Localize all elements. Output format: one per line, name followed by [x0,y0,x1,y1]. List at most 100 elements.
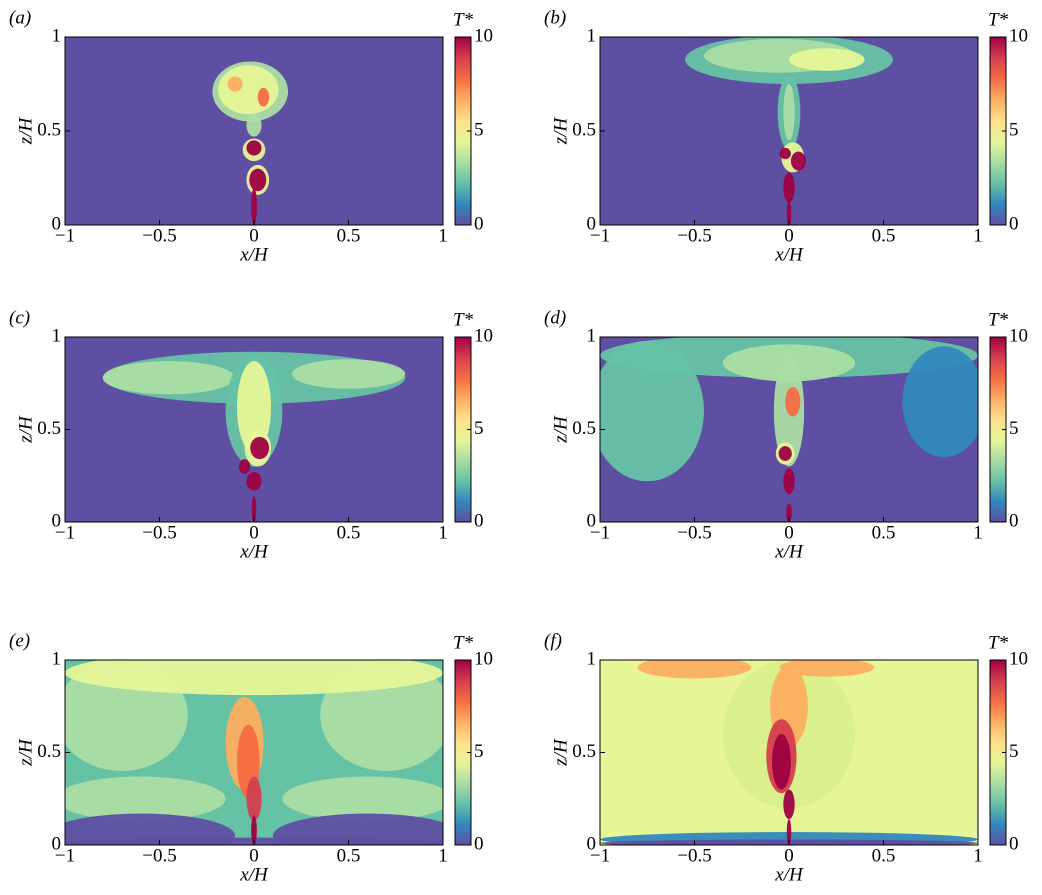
colorbar-tick-label: 5 [1009,418,1019,439]
colorbar-tick-label: 0 [474,213,484,234]
panel-label: (d) [544,307,566,328]
colorbar-label: T* [988,632,1009,653]
field-patch [251,496,257,522]
x-tick-label: 0.5 [872,845,896,866]
x-tick-label: 0.5 [872,522,896,543]
y-tick-label: 0 [52,833,62,854]
x-tick-label: −0.5 [142,225,176,246]
field-patch [65,813,236,845]
x-tick-label: 0.5 [337,522,361,543]
x-tick-label: 0 [249,522,259,543]
field-patch [249,168,267,192]
x-axis-label: x/H [774,541,804,562]
field-patch [218,65,279,115]
y-axis-label: z/H [550,117,571,146]
y-tick-label: 0.5 [37,741,61,762]
colorbar-label: T* [453,9,474,30]
x-tick-label: −1 [55,522,75,543]
y-tick-label: 0 [587,510,597,531]
field-patch [238,459,251,474]
field-patch [785,386,801,417]
x-tick-label: 0.5 [872,225,896,246]
field [600,337,978,522]
y-tick-label: 1 [587,325,597,346]
x-tick-label: −0.5 [677,845,711,866]
y-tick-label: 0 [587,213,597,234]
y-tick-label: 1 [52,325,62,346]
x-tick-label: −0.5 [677,225,711,246]
x-tick-label: 0.5 [337,225,361,246]
colorbar-tick-label: 10 [474,325,493,346]
field-patch [902,346,978,458]
panel-label: (a) [9,7,31,28]
panel-label: (c) [9,307,30,328]
y-axis-label: z/H [15,117,36,146]
y-axis-label: z/H [550,415,571,444]
field-patch [783,172,795,203]
field-patch [783,84,795,141]
y-tick-label: 0.5 [37,119,61,140]
field-patch [257,87,270,107]
x-tick-label: −1 [590,845,610,866]
colorbar-tick-label: 10 [474,648,493,669]
y-tick-label: 1 [52,25,62,46]
x-tick-label: 1 [438,225,448,246]
colorbar-tick-label: 5 [474,119,484,140]
colorbar-tick-label: 10 [1009,648,1028,669]
colorbar-label: T* [988,309,1009,330]
field-patch [786,819,792,845]
field-patch [246,776,262,821]
field-patch [600,340,704,482]
colorbar-tick-label: 0 [1009,213,1019,234]
x-tick-label: −0.5 [677,522,711,543]
y-axis-label: z/H [550,738,571,767]
colorbar-label: T* [453,309,474,330]
x-tick-label: −1 [590,225,610,246]
y-tick-label: 0.5 [37,418,61,439]
field-patch [779,660,875,677]
field-patch [65,776,226,821]
field-patch [789,48,865,71]
field-patch [790,151,807,171]
field-patch [786,200,792,225]
field-patch [272,813,443,845]
panel-label: (b) [544,7,566,28]
field-patch [246,472,262,491]
y-tick-label: 1 [52,648,62,669]
field [600,37,978,225]
y-axis-label: z/H [15,738,36,767]
colorbar-tick-label: 10 [474,25,493,46]
y-tick-label: 1 [587,648,597,669]
field-patch [236,361,272,454]
field-patch [246,140,262,156]
y-tick-label: 0 [52,510,62,531]
colorbar-tick-label: 10 [1009,25,1028,46]
colorbar-label: T* [988,9,1009,30]
field-patch [291,359,406,389]
x-tick-label: −1 [590,522,610,543]
field-patch [65,660,443,696]
x-tick-label: −1 [55,845,75,866]
field-patch [246,114,262,137]
field-patch [250,436,270,460]
field [600,660,978,845]
x-tick-label: −0.5 [142,845,176,866]
colorbar-tick-label: 5 [474,741,484,762]
field-patch [778,446,792,461]
y-tick-label: 0 [587,833,597,854]
panel-label: (e) [9,630,30,651]
x-axis-label: x/H [239,244,269,265]
y-tick-label: 1 [587,25,597,46]
colorbar-tick-label: 10 [1009,325,1028,346]
colorbar-tick-label: 5 [1009,119,1019,140]
x-axis-label: x/H [774,864,804,885]
x-tick-label: 0 [249,845,259,866]
field-patch [786,503,792,522]
colorbar-tick-label: 0 [1009,833,1019,854]
colorbar-tick-label: 0 [474,833,484,854]
x-tick-label: 1 [973,845,983,866]
